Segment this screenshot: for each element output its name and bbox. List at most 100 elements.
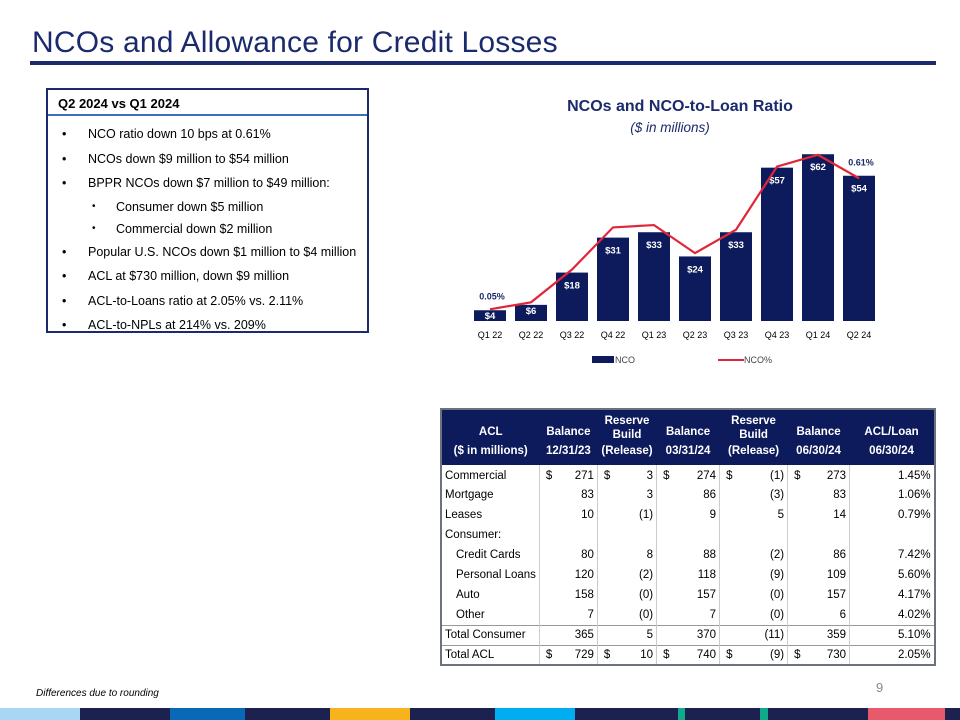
currency-symbol (719, 485, 736, 505)
row-label: Commercial (445, 470, 507, 482)
currency-symbol (787, 545, 804, 565)
cell-value (803, 525, 849, 545)
cell-value: 359 (803, 624, 850, 645)
currency-sign: $ (726, 470, 733, 482)
cell-value: 10 (613, 644, 657, 665)
currency-symbol: $ (719, 644, 736, 665)
nco-bar (556, 272, 588, 321)
cell-value: 5 (777, 509, 785, 521)
x-tick-label: Q1 23 (642, 330, 667, 340)
cell-value: 4.17% (849, 585, 935, 605)
currency-sign: $ (663, 470, 670, 482)
table-row: Auto 158 (0) 157 (0) 157 4.17% (441, 585, 935, 605)
legend-ncopct-label: NCO% (744, 355, 772, 365)
currency-symbol (787, 605, 804, 625)
bar-label: $31 (605, 246, 622, 257)
nco-bar (843, 175, 875, 321)
x-tick-label: Q2 22 (519, 330, 544, 340)
currency-symbol: $ (787, 644, 804, 665)
cell-value: 5 (613, 624, 657, 645)
table-row: Personal Loans 120 (2) 118 (9) 109 5.60% (441, 565, 935, 585)
cell-value: 3 (646, 489, 654, 501)
currency-symbol (719, 565, 736, 585)
column-header: Balance 06/30/24 (787, 409, 850, 465)
column-header-line: ACL/Loan (864, 426, 919, 438)
currency-symbol (656, 585, 673, 605)
currency-symbol (538, 505, 556, 525)
column-header: ACL/Loan 06/30/24 (849, 409, 935, 465)
currency-sign: $ (603, 648, 611, 661)
cell-value: (1) (770, 470, 785, 482)
cell-value: (3) (770, 489, 785, 501)
currency-sign: $ (545, 648, 553, 661)
currency-sign: $ (603, 470, 611, 482)
x-tick-label: Q3 22 (560, 330, 585, 340)
nco-bar (515, 304, 547, 321)
currency-sign: $ (794, 648, 801, 661)
table-row: Total Consumer 365 5 370 (11) 359 5.10% (441, 624, 935, 645)
currency-symbol (719, 525, 736, 545)
cell-value: 740 (672, 644, 720, 665)
cell-value: (11) (735, 624, 788, 645)
column-header-line: Balance (796, 426, 841, 438)
cell-value: (2) (770, 549, 785, 561)
nco-bar (720, 232, 752, 321)
column-header: Balance 12/31/23 (539, 409, 598, 465)
page-number: 9 (876, 680, 884, 695)
currency-symbol (538, 585, 556, 605)
currency-symbol (719, 585, 736, 605)
currency-symbol (719, 505, 736, 525)
cell-value: 109 (826, 569, 847, 581)
currency-symbol (719, 605, 736, 625)
x-tick-label: Q4 23 (765, 330, 790, 340)
currency-symbol: $ (538, 465, 556, 485)
row-label: Mortgage (445, 489, 494, 501)
currency-symbol (787, 485, 804, 505)
cell-value: 158 (574, 589, 594, 601)
currency-symbol (656, 485, 673, 505)
cell-value: 83 (581, 489, 594, 501)
currency-symbol (787, 505, 804, 525)
column-header: ACL ($ in millions) (441, 409, 540, 465)
table-row: Mortgage 83 3 86 (3) 83 1.06% (441, 485, 935, 505)
summary-bullet: ACL at $730 million, down $9 million (62, 264, 367, 289)
bar-label: $18 (564, 281, 580, 292)
currency-sign: $ (794, 470, 801, 482)
currency-symbol (596, 545, 614, 565)
currency-symbol (538, 565, 556, 585)
column-header-line: Build (739, 429, 768, 441)
cell-value: 0.79% (849, 505, 935, 525)
cell-value: (9) (735, 644, 788, 665)
x-tick-label: Q1 24 (806, 330, 831, 340)
cell-value: 14 (833, 509, 847, 521)
decorative-stripe (0, 708, 960, 720)
currency-sign: $ (663, 648, 670, 661)
currency-symbol (719, 624, 736, 645)
x-tick-label: Q2 23 (683, 330, 708, 340)
cell-value: 120 (574, 569, 594, 581)
bar-label: $4 (485, 311, 496, 322)
summary-box: Q2 2024 vs Q1 2024 NCO ratio down 10 bps… (46, 88, 369, 337)
currency-symbol (787, 525, 804, 545)
currency-symbol: $ (538, 644, 556, 665)
cell-value: 8 (646, 549, 654, 561)
cell-value: 7 (709, 608, 717, 621)
table-row: Commercial $271 $3 $274 $ (1) $273 1.45% (441, 465, 935, 485)
summary-bullet: NCOs down $9 million to $54 million (62, 147, 367, 172)
currency-symbol: $ (656, 465, 673, 485)
bar-label: $33 (646, 240, 662, 251)
currency-symbol (596, 565, 614, 585)
bar-label: $33 (728, 240, 744, 251)
cell-value: 370 (672, 624, 720, 645)
table-row: Leases 10 (1) 9 5 14 0.79% (441, 505, 935, 525)
nco-bar (761, 167, 793, 321)
currency-symbol: $ (787, 465, 804, 485)
column-header-line: Balance (666, 426, 711, 438)
cell-value: 4.02% (849, 605, 935, 625)
cell-value: 5.60% (849, 565, 935, 585)
cell-value: (0) (639, 608, 654, 621)
x-tick-label: Q2 24 (847, 330, 872, 340)
nco-bar (802, 154, 834, 321)
currency-symbol (538, 624, 556, 645)
cell-value: 10 (581, 509, 594, 521)
